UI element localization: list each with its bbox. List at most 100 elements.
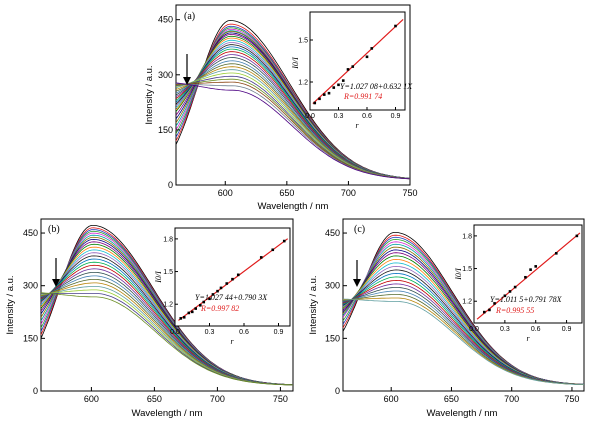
panel-label: (c) bbox=[354, 224, 365, 235]
inset-plot: 0.0 0.3 0.6 0.9 1.2 1.5 I0/I r Y=1.027 08+0.… bbox=[291, 11, 413, 130]
inset-x-tick-label: 0.9 bbox=[562, 326, 572, 333]
fit-line-segment bbox=[312, 19, 404, 104]
inset-data-point bbox=[482, 310, 486, 314]
down-arrow-icon bbox=[52, 258, 60, 287]
inset-x-ticks: 0.0 0.3 0.6 0.9 bbox=[170, 323, 283, 336]
panel-label: (b) bbox=[48, 224, 60, 235]
inset-points bbox=[179, 239, 286, 320]
inset-x-label: r bbox=[355, 121, 359, 130]
x-axis-ticks: 600 650 700 750 bbox=[218, 181, 418, 198]
inset-frame bbox=[174, 227, 291, 327]
inset-data-point bbox=[513, 285, 517, 289]
inset-y-tick-label: 1.8 bbox=[462, 233, 472, 240]
fit-line-segment bbox=[476, 232, 581, 320]
y-tick-label: 450 bbox=[325, 228, 340, 238]
fit-r-value: R=0.995 55 bbox=[495, 306, 534, 315]
inset-data-point bbox=[282, 239, 286, 243]
inset-y-tick-label: 1.5 bbox=[298, 38, 308, 45]
inset-x-ticks: 0.0 0.3 0.6 0.9 bbox=[305, 107, 400, 120]
x-tick-label: 650 bbox=[444, 394, 459, 404]
inset-y-ticks: 1.2 1.5 1.8 bbox=[462, 233, 477, 306]
x-tick-label: 700 bbox=[210, 394, 225, 404]
y-tick-label: 450 bbox=[23, 228, 38, 238]
inset-x-tick-label: 0.6 bbox=[239, 329, 249, 336]
inset-data-point bbox=[488, 308, 491, 312]
inset-x-label: r bbox=[526, 334, 530, 343]
inset-data-point bbox=[370, 47, 374, 50]
inset-data-point bbox=[327, 91, 331, 95]
inset-y-label: I0/I bbox=[454, 268, 463, 281]
inset-data-point bbox=[394, 24, 397, 28]
inset-data-point bbox=[503, 294, 507, 298]
spectrum-curve bbox=[40, 292, 294, 386]
x-axis-label: Wavelength / nm bbox=[427, 408, 498, 419]
inset-y-ticks: 1.2 1.5 bbox=[298, 38, 313, 87]
inset-x-tick-label: 0.0 bbox=[170, 329, 180, 336]
inset-data-point bbox=[259, 256, 263, 259]
panel-a: 600 650 700 750 0 150 300 450 (a) Wavelength /… bbox=[144, 4, 418, 212]
inset-data-point bbox=[365, 55, 369, 59]
down-arrow-icon bbox=[353, 260, 361, 287]
fit-equation: Y=1.011 5+0.791 78X bbox=[490, 295, 563, 304]
inset-data-point bbox=[524, 275, 527, 279]
inset-points bbox=[313, 24, 397, 105]
spectra-curves bbox=[40, 225, 294, 386]
fit-line bbox=[476, 232, 581, 320]
x-axis-ticks: 600 650 700 750 bbox=[84, 387, 288, 404]
fit-equation: Y=1.027 44+0.790 3X bbox=[195, 293, 268, 302]
inset-x-tick-label: 0.0 bbox=[469, 326, 479, 333]
x-tick-label: 700 bbox=[341, 188, 356, 198]
x-axis-label: Wavelength / nm bbox=[132, 408, 203, 419]
inset-y-ticks: 1.2 1.5 1.8 bbox=[163, 236, 178, 309]
inset-data-point bbox=[346, 68, 350, 71]
inset-x-label: r bbox=[230, 337, 234, 346]
down-arrow-icon bbox=[183, 54, 191, 85]
inset-data-point bbox=[322, 93, 326, 96]
y-tick-label: 450 bbox=[158, 15, 173, 25]
inset-points bbox=[482, 234, 579, 314]
inset-data-point bbox=[493, 302, 496, 305]
x-tick-label: 700 bbox=[504, 394, 519, 404]
inset-data-point bbox=[575, 234, 579, 238]
panel-label: (a) bbox=[184, 11, 195, 22]
y-tick-label: 0 bbox=[33, 386, 38, 396]
x-tick-label: 750 bbox=[273, 394, 288, 404]
y-tick-label: 0 bbox=[168, 180, 173, 190]
inset-x-tick-label: 0.6 bbox=[362, 113, 372, 120]
inset-data-point bbox=[337, 83, 340, 87]
inset-plot: 0.0 0.3 0.6 0.9 1.2 1.5 1.8 I0/I r Y=1.011 5+… bbox=[454, 224, 583, 343]
inset-y-tick-label: 1.8 bbox=[163, 236, 173, 243]
x-tick-label: 600 bbox=[84, 394, 99, 404]
inset-data-point bbox=[534, 265, 538, 268]
y-axis-ticks: 0 150 300 450 bbox=[158, 15, 180, 190]
spectra-curves bbox=[342, 232, 585, 385]
y-tick-label: 150 bbox=[158, 125, 173, 135]
inset-data-point bbox=[199, 304, 202, 307]
y-tick-label: 300 bbox=[23, 281, 38, 291]
inset-y-tick-label: 1.5 bbox=[462, 266, 472, 273]
inset-data-point bbox=[202, 300, 206, 304]
y-axis-label: Intensity / a.u. bbox=[308, 275, 319, 334]
x-axis-label: Wavelength / nm bbox=[258, 201, 329, 212]
inset-x-tick-label: 0.6 bbox=[531, 326, 541, 333]
inset-y-tick-label: 1.5 bbox=[163, 269, 173, 276]
inset-y-label: I0/I bbox=[154, 271, 163, 284]
x-tick-label: 600 bbox=[218, 188, 233, 198]
inset-data-point bbox=[529, 268, 532, 271]
inset-data-point bbox=[318, 97, 321, 101]
spectrum-curve bbox=[342, 298, 585, 385]
inset-x-tick-label: 0.9 bbox=[274, 329, 284, 336]
x-tick-label: 600 bbox=[384, 394, 399, 404]
inset-data-point bbox=[216, 289, 219, 293]
x-tick-label: 650 bbox=[279, 188, 294, 198]
y-tick-label: 300 bbox=[158, 70, 173, 80]
inset-x-tick-label: 0.0 bbox=[305, 113, 315, 120]
x-tick-label: 750 bbox=[402, 188, 417, 198]
inset-data-point bbox=[332, 86, 336, 89]
inset-data-point bbox=[271, 248, 275, 252]
y-axis-label: Intensity / a.u. bbox=[144, 65, 155, 124]
y-tick-label: 150 bbox=[23, 333, 38, 343]
inset-data-point bbox=[182, 315, 186, 319]
inset-data-point bbox=[351, 65, 355, 68]
